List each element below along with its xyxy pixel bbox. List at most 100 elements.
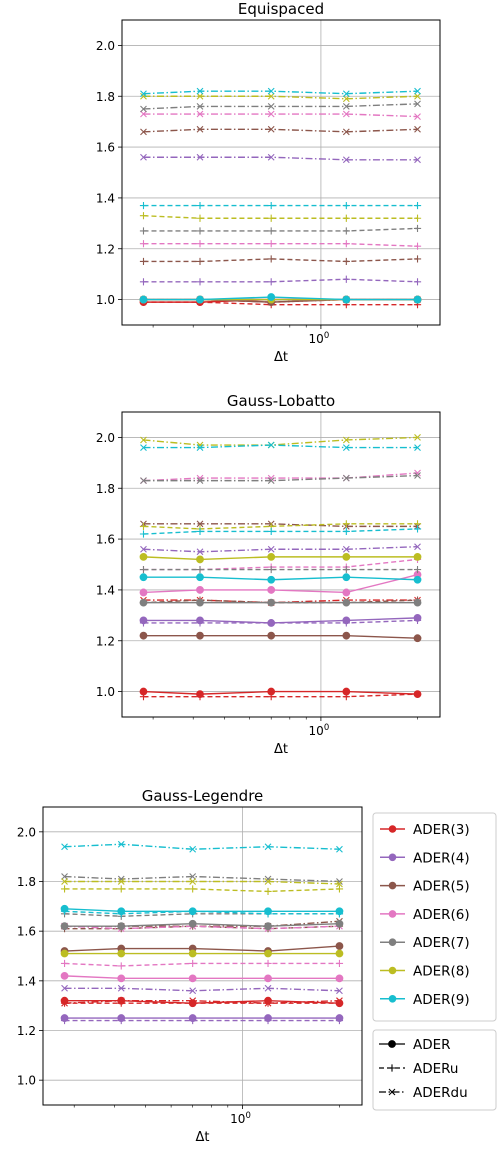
data-point <box>335 910 344 918</box>
legend-item-aderdu: ADERdu <box>379 1085 468 1101</box>
data-point <box>139 552 148 561</box>
data-point <box>196 153 204 161</box>
data-point <box>342 295 351 304</box>
legend-item-ader: ADER <box>379 1037 451 1053</box>
legend-marker <box>388 1088 396 1096</box>
data-point <box>196 227 204 235</box>
data-point <box>342 227 350 235</box>
series-line <box>143 156 418 161</box>
data-point <box>342 693 350 701</box>
data-point <box>61 843 68 851</box>
data-point <box>414 87 421 95</box>
data-point <box>60 922 69 931</box>
y-tick-label: 2.0 <box>96 39 115 53</box>
legend-label: ADER(7) <box>413 935 470 951</box>
data-point <box>264 949 272 958</box>
data-point <box>413 634 422 643</box>
series-ader8-aderdu <box>140 92 421 103</box>
y-tick-label: 1.4 <box>96 191 115 205</box>
data-point <box>196 586 204 594</box>
data-point <box>60 971 69 980</box>
legend-variants: ADER ADERu ADERdu <box>372 1029 497 1111</box>
data-point <box>60 885 69 893</box>
data-point <box>414 434 421 441</box>
data-point <box>139 240 148 248</box>
data-point <box>267 110 275 118</box>
series-line <box>143 523 418 530</box>
data-point <box>342 110 350 118</box>
series-line <box>64 843 340 850</box>
data-point <box>342 240 350 248</box>
data-point <box>139 522 148 530</box>
data-point <box>342 214 350 222</box>
series-line <box>143 113 418 118</box>
data-point <box>267 527 275 536</box>
data-point <box>336 997 343 1005</box>
y-tick-label: 2.0 <box>96 431 115 445</box>
data-point <box>140 128 147 136</box>
data-point <box>196 110 204 118</box>
series-ader6-aderu <box>139 240 422 250</box>
data-point <box>335 1016 344 1025</box>
data-point <box>139 201 148 210</box>
data-point <box>196 555 204 564</box>
data-point <box>196 278 204 286</box>
y-tick-label: 1.2 <box>96 242 115 256</box>
y-tick-label: 1.8 <box>96 90 115 104</box>
data-point <box>267 693 275 701</box>
x-axis-label: Δt <box>274 742 288 757</box>
data-point <box>267 293 276 301</box>
data-point <box>413 214 422 222</box>
data-point <box>267 103 275 110</box>
data-point <box>139 212 148 220</box>
data-point <box>264 999 272 1007</box>
data-point <box>117 962 125 970</box>
data-point <box>139 227 148 235</box>
y-tick-label: 1.6 <box>96 533 115 547</box>
series-line <box>143 301 418 306</box>
series-ader7-aderdu <box>140 472 421 485</box>
series-ader5-aderdu <box>140 520 421 530</box>
data-point <box>139 619 148 627</box>
data-point <box>267 565 275 574</box>
chart-panel-3: 1.0 1.2 1.4 1.6 1.8 2.0 100 Gauss-Legendre Δt <box>17 787 363 1145</box>
legend-frame <box>372 1029 497 1111</box>
data-point <box>413 224 422 233</box>
data-point <box>189 845 197 853</box>
data-point <box>196 295 204 304</box>
y-tick-label: 2.0 <box>17 825 36 839</box>
data-point <box>267 598 276 607</box>
data-point <box>139 565 148 574</box>
data-point <box>342 520 350 528</box>
legend-item-ader7: ADER(7) <box>380 935 470 951</box>
series-line <box>143 227 418 232</box>
data-point <box>189 878 197 885</box>
data-point <box>196 444 204 451</box>
data-point <box>414 113 421 120</box>
data-point <box>264 922 272 931</box>
legend-item-ader8: ADER(8) <box>380 964 470 980</box>
data-point <box>117 922 126 931</box>
legend-item-ader9: ADER(9) <box>380 992 470 1008</box>
series-ader9-ader <box>139 573 422 584</box>
series-line <box>143 528 418 535</box>
data-point <box>342 444 350 451</box>
series-line <box>143 556 418 561</box>
legend-item-ader6: ADER(6) <box>380 907 470 923</box>
legend-label: ADERdu <box>413 1085 468 1101</box>
data-point <box>189 959 197 968</box>
series-ader8-ader <box>139 552 422 564</box>
data-point <box>267 441 275 449</box>
data-point <box>188 949 197 958</box>
legend-marker <box>388 938 397 946</box>
data-point <box>267 619 275 627</box>
series-ader7-aderu <box>139 565 422 574</box>
data-point <box>61 984 68 992</box>
series-ader4-aderu <box>60 1016 344 1025</box>
series-line <box>143 599 418 604</box>
data-point <box>189 885 197 893</box>
data-point <box>61 999 68 1007</box>
data-point <box>117 878 125 885</box>
data-point <box>140 545 147 553</box>
data-point <box>336 845 343 853</box>
